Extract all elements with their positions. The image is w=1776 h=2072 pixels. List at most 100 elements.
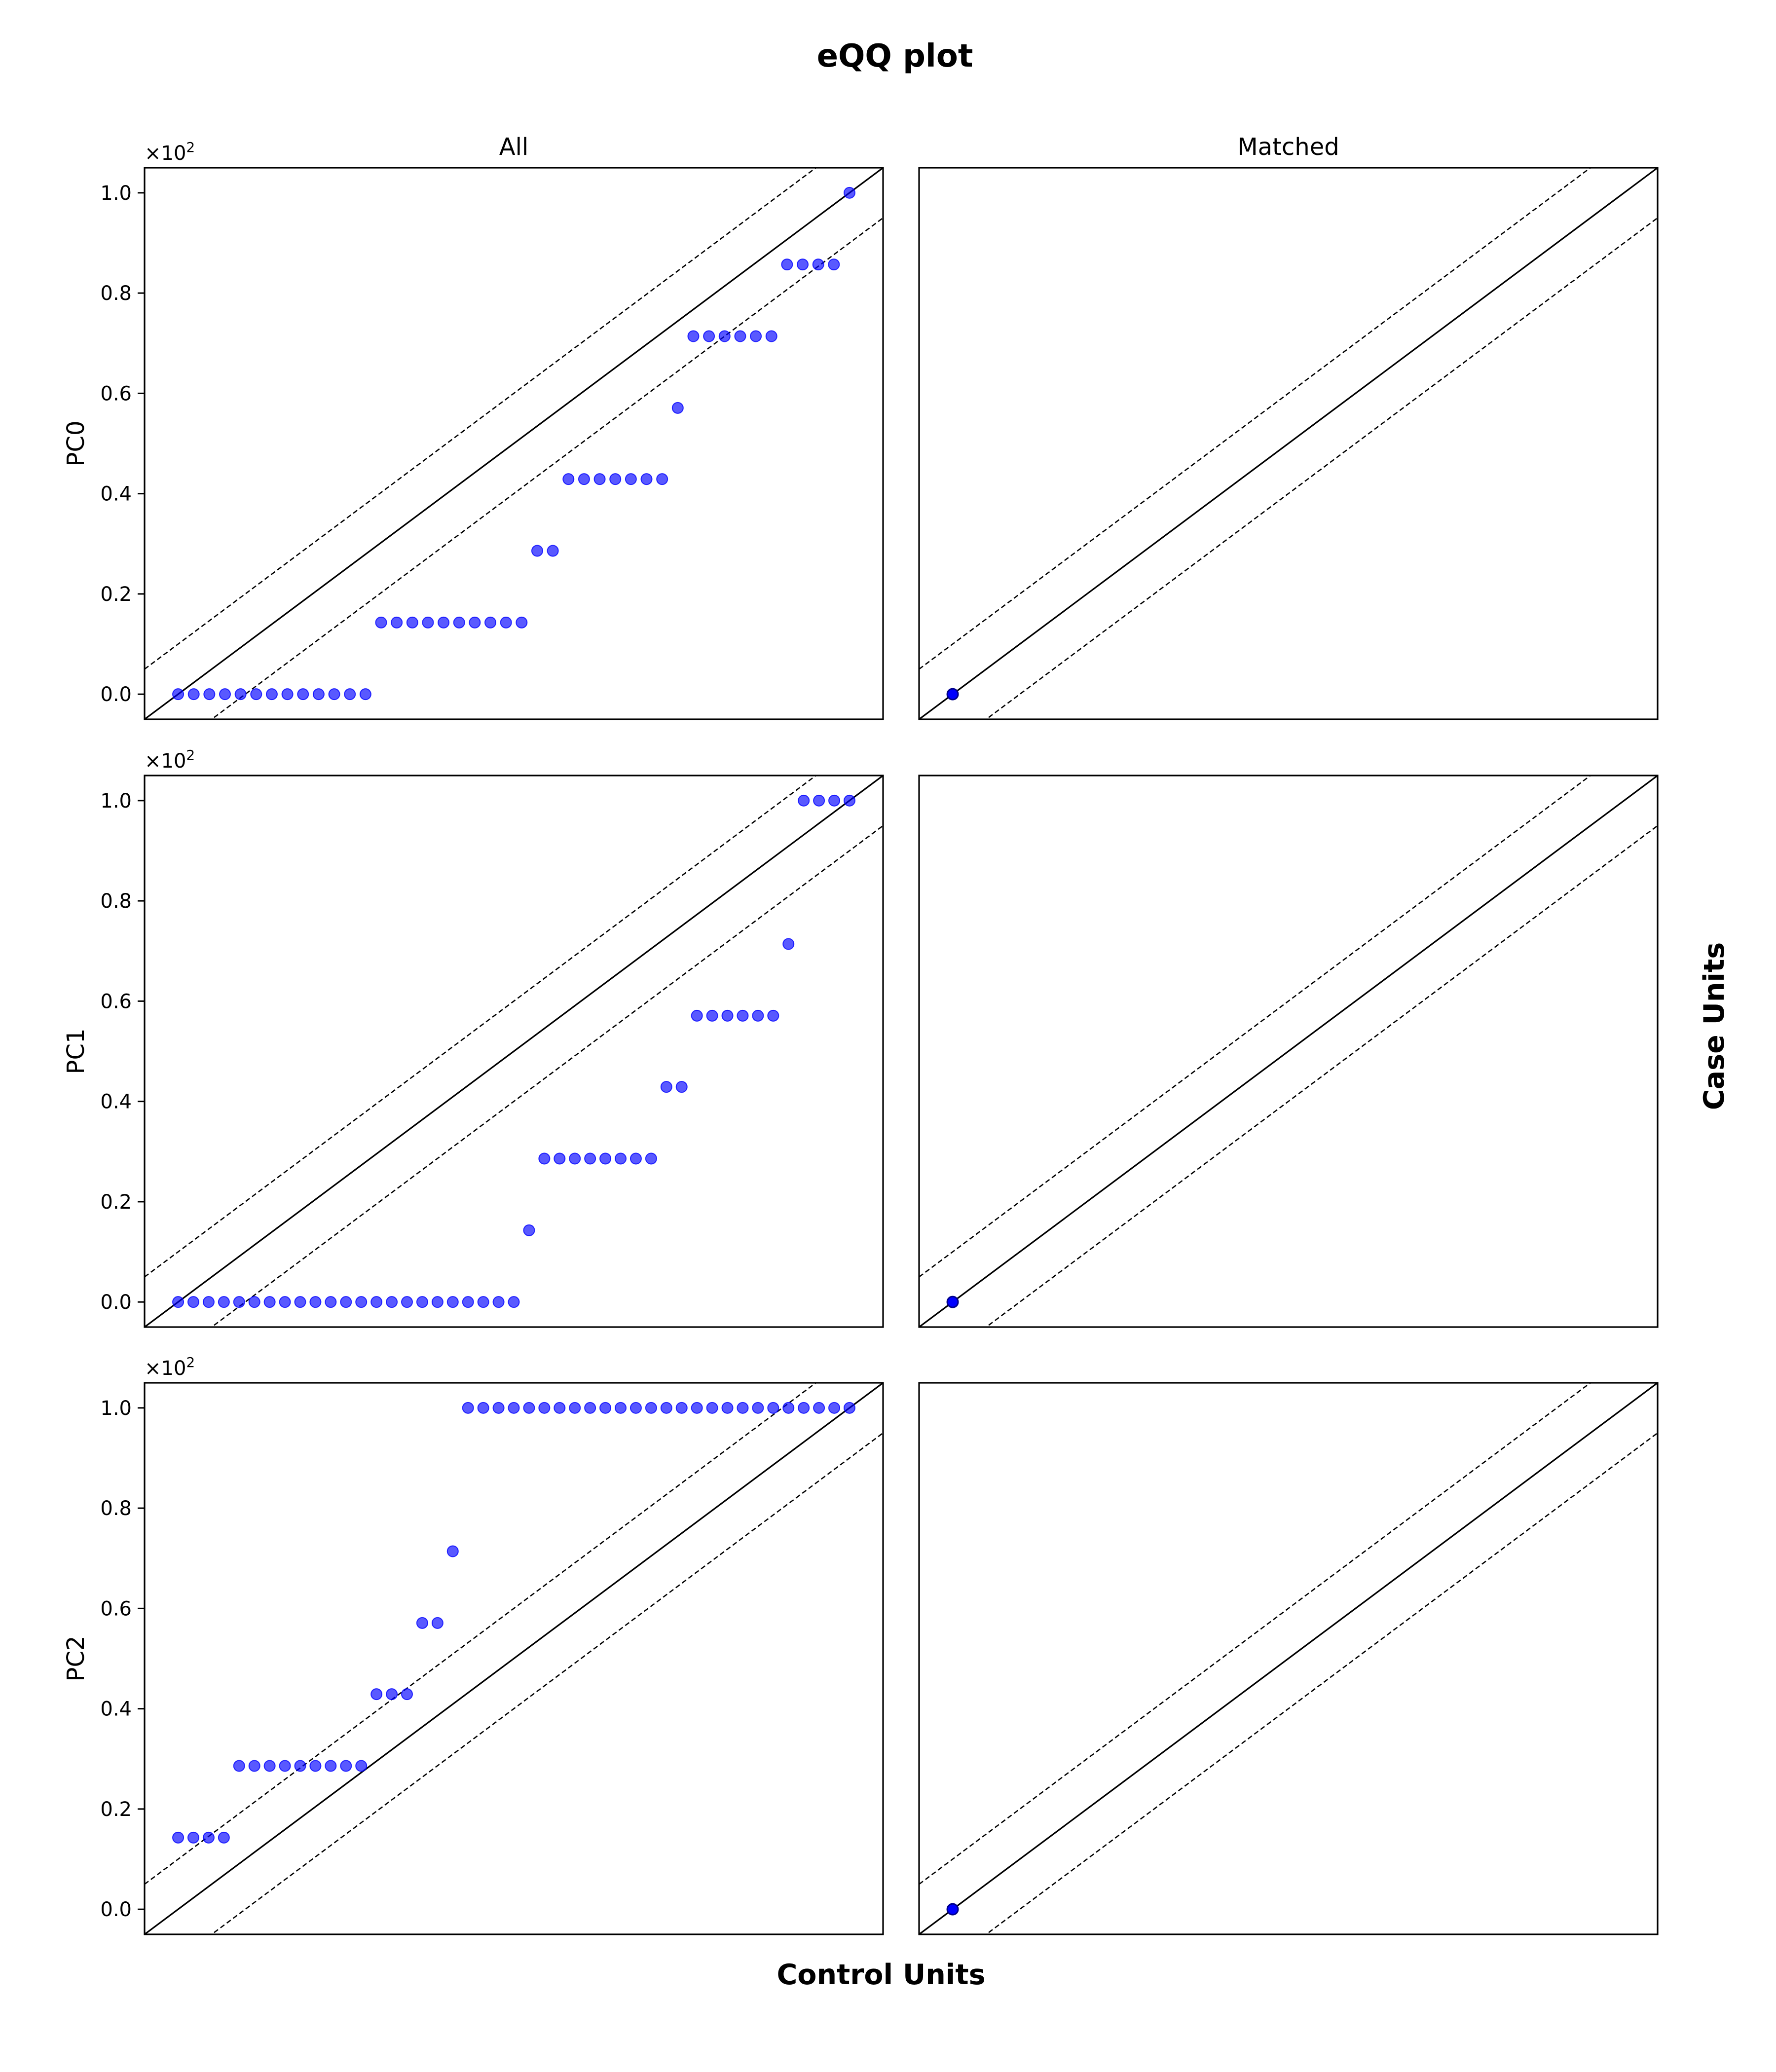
data-point <box>500 616 512 629</box>
y-tick-label: 1.0 <box>100 1397 132 1420</box>
lower-band-line <box>985 1432 1658 1934</box>
y-axis-label: Case Units <box>1698 942 1731 1110</box>
data-point <box>946 688 959 701</box>
panel-pc2-matched <box>918 1382 1659 1935</box>
lower-band-line <box>985 825 1658 1327</box>
data-point <box>797 259 809 271</box>
panel-pc0-all: 0.0 0.2 0.4 0.6 0.8 1.0 ×102 PC0 <box>62 139 884 720</box>
data-point <box>615 1152 627 1165</box>
data-point <box>187 1831 199 1844</box>
data-point <box>737 1009 749 1022</box>
row-label-pc0: PC0 <box>62 421 90 467</box>
data-point <box>584 1402 596 1414</box>
data-point <box>584 1152 596 1165</box>
y-offset-exponent: 2 <box>186 139 195 155</box>
data-point <box>218 1296 230 1308</box>
data-point <box>547 545 559 557</box>
y-tick-label: 0.4 <box>100 483 132 506</box>
data-point <box>172 1296 185 1308</box>
data-point <box>562 473 575 485</box>
data-point <box>263 1760 276 1772</box>
data-point <box>645 1402 657 1414</box>
data-point <box>629 1402 642 1414</box>
data-point <box>767 1402 779 1414</box>
data-point <box>734 330 746 342</box>
data-point <box>706 1009 718 1022</box>
column-title-matched: Matched <box>1237 133 1339 161</box>
y-tick-label: 1.0 <box>100 182 132 205</box>
data-point <box>187 1296 199 1308</box>
data-point <box>233 1760 245 1772</box>
data-point <box>401 1688 413 1701</box>
panel-pc2-all: 0.0 0.2 0.4 0.6 0.8 1.0 ×102 PC2 <box>62 1354 884 1935</box>
row-label-pc2: PC2 <box>62 1636 90 1682</box>
data-point <box>325 1760 337 1772</box>
panel-pc1-matched <box>918 775 1659 1328</box>
data-point <box>297 688 309 701</box>
data-point <box>370 1296 383 1308</box>
y-tick-label: 0.8 <box>100 890 132 913</box>
data-point <box>375 616 387 629</box>
data-point <box>629 1152 642 1165</box>
chart-title: eQQ plot <box>817 38 973 74</box>
panel-frame <box>144 1382 884 1935</box>
points <box>172 794 855 1308</box>
row-label-pc1: PC1 <box>62 1029 90 1074</box>
panel-pc0-matched <box>918 167 1659 720</box>
data-point <box>798 794 810 807</box>
data-point <box>798 1402 810 1414</box>
points <box>172 186 855 701</box>
panel-frame <box>144 167 884 720</box>
data-point <box>691 1402 703 1414</box>
identity-line <box>145 1383 883 1934</box>
data-point <box>172 688 185 701</box>
data-point <box>248 1760 260 1772</box>
points <box>172 1402 855 1844</box>
data-point <box>309 1760 322 1772</box>
upper-band-line <box>919 1383 1592 1885</box>
upper-band-line <box>145 776 817 1278</box>
data-point <box>386 1296 398 1308</box>
y-tick-label: 0.6 <box>100 382 132 405</box>
data-point <box>172 1831 185 1844</box>
reference-lines <box>919 168 1658 719</box>
data-point <box>599 1152 612 1165</box>
data-point <box>609 473 622 485</box>
data-point <box>687 330 700 342</box>
panel-grid: 0.0 0.2 0.4 0.6 0.8 1.0 ×102 PC0 0.0 0.2 0.4 0.6 0.8… <box>62 139 1659 1935</box>
y-tick-label: 0.2 <box>100 1191 132 1214</box>
data-point <box>492 1296 505 1308</box>
y-tick-label: 0.6 <box>100 1597 132 1620</box>
data-point <box>721 1402 734 1414</box>
data-point <box>281 688 294 701</box>
data-point <box>767 1009 779 1022</box>
panel-frame <box>144 775 884 1328</box>
data-point <box>233 1296 245 1308</box>
y-tick-label: 0.8 <box>100 282 132 305</box>
reference-lines <box>145 776 883 1327</box>
data-point <box>843 186 855 199</box>
data-point <box>265 688 278 701</box>
y-tick-label: 0.8 <box>100 1497 132 1520</box>
data-point <box>660 1081 672 1093</box>
data-point <box>203 688 216 701</box>
data-point <box>828 794 841 807</box>
data-point <box>828 259 840 271</box>
data-point <box>599 1402 612 1414</box>
identity-line <box>145 168 883 719</box>
data-point <box>691 1009 703 1022</box>
data-point <box>946 1295 959 1308</box>
data-point <box>718 330 731 342</box>
identity-line <box>919 168 1658 719</box>
data-point <box>344 688 356 701</box>
data-point <box>469 616 481 629</box>
data-point <box>234 688 247 701</box>
data-point <box>416 1296 428 1308</box>
data-point <box>523 1402 535 1414</box>
data-point <box>248 1296 260 1308</box>
identity-line <box>145 776 883 1327</box>
data-point <box>219 688 231 701</box>
data-point <box>453 616 465 629</box>
y-tick-label: 0.4 <box>100 1091 132 1113</box>
